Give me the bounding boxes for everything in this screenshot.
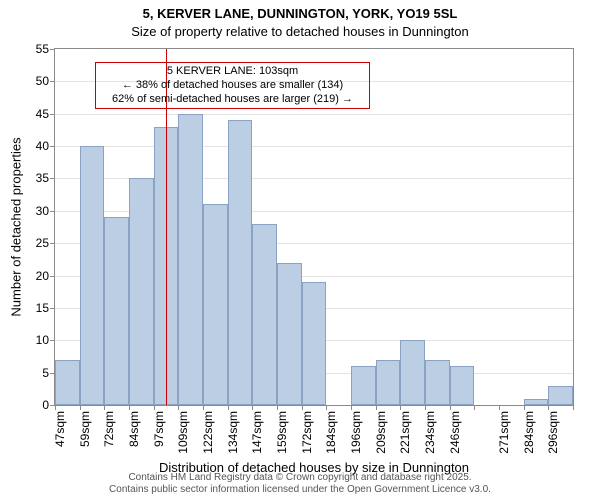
histogram-bar: [400, 340, 425, 405]
y-tick-label: 55: [36, 42, 55, 56]
x-tick-label: 97sqm: [152, 411, 166, 447]
histogram-bar: [548, 386, 573, 405]
y-tick-label: 25: [36, 236, 55, 250]
histogram-bar: [228, 120, 253, 405]
annotation-line: 62% of semi-detached houses are larger (…: [100, 93, 365, 107]
chart-root: 5, KERVER LANE, DUNNINGTON, YORK, YO19 5…: [0, 0, 600, 500]
y-tick-label: 10: [36, 333, 55, 347]
y-tick-label: 30: [36, 204, 55, 218]
histogram-bar: [55, 360, 80, 405]
gridline: [55, 146, 573, 147]
x-tick-label: 109sqm: [176, 411, 190, 454]
annotation-line: ← 38% of detached houses are smaller (13…: [100, 79, 365, 93]
x-tick-label: 246sqm: [448, 411, 462, 454]
x-tick-label: 234sqm: [423, 411, 437, 454]
x-tick-mark: [548, 405, 549, 410]
x-tick-label: 159sqm: [275, 411, 289, 454]
x-tick-mark: [302, 405, 303, 410]
title-main: 5, KERVER LANE, DUNNINGTON, YORK, YO19 5…: [0, 6, 600, 21]
annotation-box: 5 KERVER LANE: 103sqm← 38% of detached h…: [95, 62, 370, 109]
x-tick-mark: [129, 405, 130, 410]
histogram-bar: [351, 366, 376, 405]
histogram-bar: [80, 146, 105, 405]
x-tick-label: 209sqm: [374, 411, 388, 454]
plot-area: 051015202530354045505547sqm59sqm72sqm84s…: [54, 48, 574, 406]
y-tick-label: 35: [36, 171, 55, 185]
gridline: [55, 114, 573, 115]
x-tick-mark: [524, 405, 525, 410]
histogram-bar: [524, 399, 549, 405]
x-tick-label: 196sqm: [349, 411, 363, 454]
x-tick-mark: [55, 405, 56, 410]
histogram-bar: [178, 114, 203, 405]
y-tick-label: 50: [36, 74, 55, 88]
x-tick-mark: [573, 405, 574, 410]
x-tick-mark: [80, 405, 81, 410]
x-tick-label: 84sqm: [127, 411, 141, 447]
histogram-bar: [425, 360, 450, 405]
x-tick-label: 147sqm: [250, 411, 264, 454]
histogram-bar: [203, 204, 228, 405]
x-tick-label: 122sqm: [201, 411, 215, 454]
x-tick-label: 271sqm: [497, 411, 511, 454]
x-tick-label: 47sqm: [53, 411, 67, 447]
x-tick-mark: [277, 405, 278, 410]
x-tick-label: 134sqm: [226, 411, 240, 454]
y-tick-label: 0: [42, 398, 55, 412]
histogram-bar: [376, 360, 401, 405]
x-tick-label: 172sqm: [300, 411, 314, 454]
x-tick-mark: [203, 405, 204, 410]
x-tick-mark: [104, 405, 105, 410]
x-tick-mark: [400, 405, 401, 410]
y-axis-label: Number of detached properties: [9, 137, 24, 316]
footer-line-2: Contains public sector information licen…: [0, 484, 600, 496]
y-tick-label: 20: [36, 269, 55, 283]
x-tick-label: 184sqm: [324, 411, 338, 454]
histogram-bar: [104, 217, 129, 405]
x-tick-mark: [228, 405, 229, 410]
x-tick-mark: [252, 405, 253, 410]
x-tick-mark: [376, 405, 377, 410]
title-sub: Size of property relative to detached ho…: [0, 24, 600, 39]
x-tick-label: 296sqm: [546, 411, 560, 454]
footer-line-1: Contains HM Land Registry data © Crown c…: [0, 472, 600, 484]
x-tick-mark: [425, 405, 426, 410]
histogram-bar: [277, 263, 302, 405]
x-tick-mark: [499, 405, 500, 410]
annotation-line: 5 KERVER LANE: 103sqm: [100, 65, 365, 79]
histogram-bar: [302, 282, 327, 405]
histogram-bar: [450, 366, 475, 405]
y-tick-label: 40: [36, 139, 55, 153]
histogram-bar: [129, 178, 154, 405]
y-tick-label: 5: [42, 366, 55, 380]
x-tick-mark: [474, 405, 475, 410]
y-tick-label: 15: [36, 301, 55, 315]
x-tick-mark: [351, 405, 352, 410]
footer-attribution: Contains HM Land Registry data © Crown c…: [0, 472, 600, 496]
histogram-bar: [252, 224, 277, 405]
x-tick-label: 284sqm: [522, 411, 536, 454]
x-tick-mark: [326, 405, 327, 410]
x-tick-label: 221sqm: [398, 411, 412, 454]
x-tick-mark: [178, 405, 179, 410]
x-tick-label: 72sqm: [102, 411, 116, 447]
y-tick-label: 45: [36, 107, 55, 121]
x-tick-mark: [450, 405, 451, 410]
x-tick-label: 59sqm: [78, 411, 92, 447]
x-tick-mark: [154, 405, 155, 410]
